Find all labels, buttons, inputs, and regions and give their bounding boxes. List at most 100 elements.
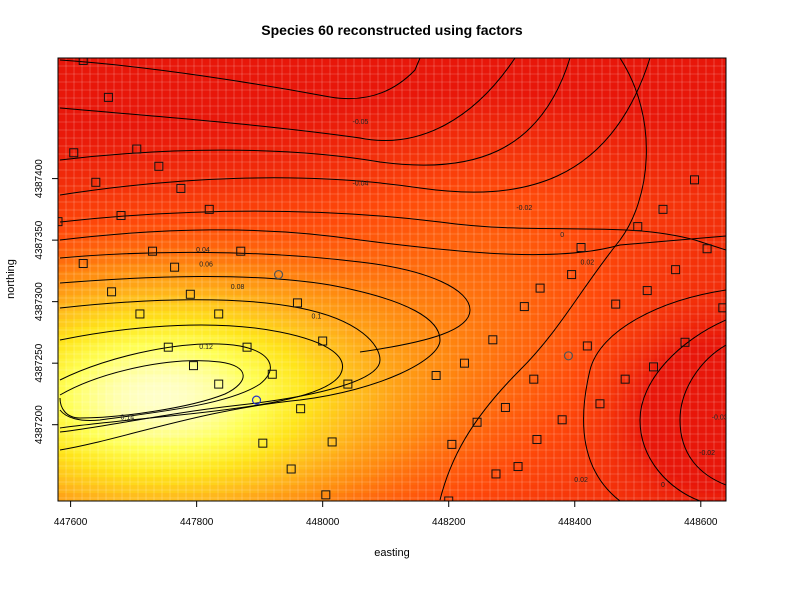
heat-cell <box>614 319 624 328</box>
heat-cell <box>646 247 656 257</box>
heat-cell <box>694 224 703 233</box>
heat-cell <box>710 81 719 91</box>
heat-cell <box>177 342 186 352</box>
site-marker <box>154 161 164 171</box>
heat-cell <box>559 445 568 455</box>
heat-cell <box>447 445 457 455</box>
heat-cell <box>503 406 512 415</box>
heat-cell <box>185 390 194 399</box>
heat-cell <box>574 89 584 99</box>
heat-cell <box>718 485 726 494</box>
heat-cell <box>368 311 377 320</box>
heat-cell <box>217 390 226 399</box>
heat-cell <box>232 137 242 146</box>
heat-cell <box>614 263 624 273</box>
heat-cell <box>495 390 504 399</box>
heat-cell <box>694 469 703 478</box>
heat-cell <box>392 105 401 114</box>
heat-cell <box>431 477 441 486</box>
heat-cell <box>272 58 282 67</box>
heat-cell <box>495 382 504 391</box>
heat-cell <box>638 105 648 114</box>
heat-cell <box>463 239 473 249</box>
heat-cell <box>145 342 155 352</box>
heat-cell <box>113 239 123 249</box>
heat-cell <box>487 176 496 186</box>
heat-cell <box>360 303 369 312</box>
heat-cell <box>431 105 441 114</box>
heat-cell <box>511 160 520 170</box>
heat-cell <box>559 97 568 107</box>
heat-cell <box>105 73 115 83</box>
heat-cell <box>718 145 726 154</box>
heat-cell <box>296 342 306 352</box>
site-marker <box>258 438 268 448</box>
heat-cell <box>336 81 345 91</box>
heat-cell <box>360 295 369 304</box>
heat-cell <box>73 303 83 312</box>
heat-cell <box>225 493 234 501</box>
heat-cell <box>392 374 401 383</box>
heat-cell <box>606 295 616 304</box>
site-marker <box>135 309 145 319</box>
heat-cell <box>336 129 345 138</box>
heat-cell <box>511 279 520 289</box>
heat-cell <box>487 413 496 423</box>
heat-cell <box>519 326 528 336</box>
heat-cell <box>495 239 504 249</box>
heat-cell <box>479 311 489 320</box>
heat-cell <box>201 279 210 289</box>
heat-cell <box>686 152 695 162</box>
heat-cell <box>280 81 290 91</box>
heat-cell <box>614 160 624 170</box>
heat-cell <box>574 287 584 296</box>
heat-cell <box>582 477 592 486</box>
heat-cell <box>399 374 409 383</box>
site-marker <box>488 335 498 345</box>
heat-cell <box>686 232 695 241</box>
heat-cell <box>153 97 162 107</box>
heat-cell <box>582 263 592 273</box>
heat-cell <box>121 485 131 494</box>
heat-cell <box>598 184 608 194</box>
heat-cell <box>392 271 401 281</box>
heat-cell <box>479 65 489 75</box>
heat-cell <box>399 326 409 336</box>
heat-cell <box>193 105 202 114</box>
heat-cell <box>185 493 194 501</box>
heat-cell <box>447 224 457 233</box>
heat-cell <box>431 192 441 201</box>
site-marker <box>343 379 353 389</box>
heat-cell <box>121 247 131 257</box>
heat-cell <box>582 105 592 114</box>
heat-cell <box>58 224 67 233</box>
heat-cell <box>415 65 425 75</box>
heat-cell <box>638 429 648 439</box>
heat-cell <box>622 137 632 146</box>
heat-cell <box>145 311 155 320</box>
heat-cell <box>217 279 226 289</box>
heat-cell <box>384 145 393 154</box>
heat-cell <box>431 216 441 225</box>
heat-cell <box>423 413 433 423</box>
heat-cell <box>479 145 489 154</box>
heat-cell <box>471 129 481 138</box>
heat-cell <box>384 437 393 447</box>
heat-cell <box>455 200 465 209</box>
heat-cell <box>503 216 512 225</box>
heat-cell <box>73 129 83 138</box>
heat-cell <box>344 366 353 376</box>
heat-cell <box>153 374 162 383</box>
heat-cell <box>288 485 298 494</box>
heat-cell <box>439 255 449 265</box>
heat-cell <box>256 453 266 463</box>
contour-label: 0 <box>560 232 564 239</box>
heat-cell <box>606 303 616 312</box>
heat-cell <box>447 247 457 257</box>
heat-cell <box>296 477 306 486</box>
heat-cell <box>423 326 433 336</box>
heat-cell <box>105 287 115 296</box>
heat-cell <box>710 493 719 501</box>
heat-cell <box>129 358 139 368</box>
heat-cell <box>272 406 282 415</box>
